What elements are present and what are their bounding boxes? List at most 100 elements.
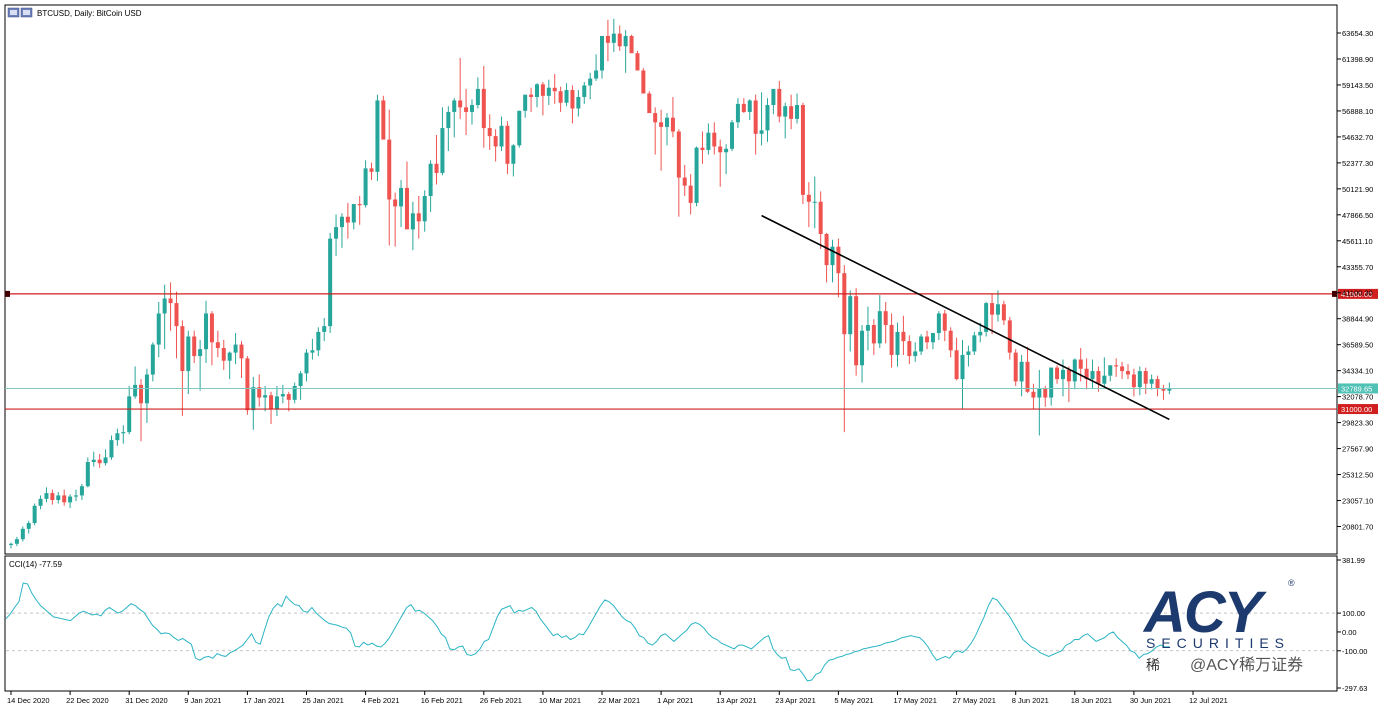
candle-body: [339, 216, 344, 228]
candle: [795, 93, 800, 124]
candle-body: [91, 459, 96, 463]
candle-body: [594, 70, 599, 79]
candle-body: [836, 246, 841, 274]
level-handle-right[interactable]: [1332, 290, 1337, 297]
candle: [901, 315, 906, 355]
x-tick-label: 12 Jul 2021: [1189, 696, 1228, 705]
candle-body: [475, 88, 480, 106]
candle: [611, 18, 616, 53]
candle: [274, 386, 279, 416]
candle-body: [523, 94, 528, 111]
cci-tick-label: -100.00: [1342, 647, 1367, 656]
candle-body: [174, 303, 179, 327]
candle-body: [1072, 359, 1077, 382]
candle-body: [712, 132, 717, 147]
candle: [942, 310, 947, 342]
candle-body: [458, 100, 463, 108]
candle: [44, 487, 49, 503]
candle: [1131, 368, 1136, 397]
current-price-tag: [1338, 383, 1378, 394]
candle-body: [452, 100, 457, 112]
candle-body: [334, 227, 339, 239]
candle: [381, 95, 386, 140]
candle-body: [724, 148, 729, 153]
candle-body: [1060, 369, 1065, 380]
candle: [865, 306, 870, 351]
candle-body: [481, 88, 486, 129]
candle: [730, 120, 735, 152]
candle: [1096, 366, 1101, 392]
candle-body: [871, 324, 876, 344]
candle: [410, 201, 415, 251]
candle-body: [304, 352, 309, 374]
candle-body: [505, 125, 510, 164]
x-tick-label: 1 Apr 2021: [657, 696, 693, 705]
candle-body: [446, 111, 451, 129]
candle-body: [676, 131, 681, 178]
candle-body: [540, 84, 545, 96]
cci-label: CCI(14) -77.59: [9, 560, 62, 569]
candle-body: [948, 330, 953, 351]
candle-body: [700, 147, 705, 150]
candle: [257, 374, 262, 407]
candle: [481, 65, 486, 148]
candle-body: [280, 394, 285, 397]
y-tick-label: 63654.30: [1342, 29, 1373, 38]
candle-body: [848, 296, 853, 335]
cci-tick-label: 100.00: [1342, 609, 1365, 618]
candle: [919, 334, 924, 355]
candle: [215, 330, 220, 358]
candle: [387, 109, 392, 246]
candle: [345, 202, 350, 239]
candle-body: [322, 326, 327, 332]
candle: [1114, 358, 1119, 377]
price-panel-frame: [4, 4, 1338, 555]
candle-body: [1043, 388, 1048, 398]
y-tick-label: 25312.50: [1342, 471, 1373, 480]
candle: [452, 98, 457, 138]
candle-body: [103, 457, 108, 464]
y-tick-label: 36589.50: [1342, 341, 1373, 350]
candle: [694, 146, 699, 207]
candle: [334, 214, 339, 256]
level-price-tag: [1338, 404, 1378, 415]
x-tick-label: 18 Jun 2021: [1071, 696, 1112, 705]
candle-body: [139, 384, 144, 404]
candle: [322, 318, 327, 342]
candle: [1043, 386, 1048, 407]
candle: [806, 182, 811, 228]
candle: [339, 213, 344, 248]
candle-body: [688, 185, 693, 203]
candle-body: [860, 330, 865, 366]
candle: [605, 19, 610, 62]
chart-window-icon-2-pane: [23, 10, 30, 15]
candle-body: [50, 493, 55, 501]
y-tick-label: 27567.90: [1342, 445, 1373, 454]
candle-body: [812, 201, 817, 203]
candle-body: [930, 333, 935, 343]
x-tick-label: 22 Mar 2021: [598, 696, 640, 705]
candle: [600, 35, 604, 79]
candle-body: [1102, 375, 1107, 384]
candle: [263, 386, 268, 412]
candle-body: [1055, 367, 1060, 380]
level-handle-left[interactable]: [5, 290, 10, 297]
candle: [582, 82, 587, 104]
candle-body: [570, 90, 575, 109]
candle: [428, 160, 433, 213]
candle: [670, 96, 675, 138]
candle: [706, 123, 711, 155]
candle-body: [487, 128, 492, 137]
current-price-label: 32789.65: [1341, 384, 1372, 393]
candle-body: [180, 326, 185, 372]
descending-trendline[interactable]: [761, 214, 1170, 421]
candle: [156, 301, 161, 358]
candle: [617, 25, 622, 51]
x-tick-label: 23 Apr 2021: [775, 696, 815, 705]
candle: [800, 102, 805, 205]
candle-body: [192, 336, 197, 357]
x-tick-label: 8 Jun 2021: [1012, 696, 1049, 705]
candle-body: [156, 313, 161, 345]
candle: [97, 453, 102, 468]
candle-body: [422, 196, 427, 222]
